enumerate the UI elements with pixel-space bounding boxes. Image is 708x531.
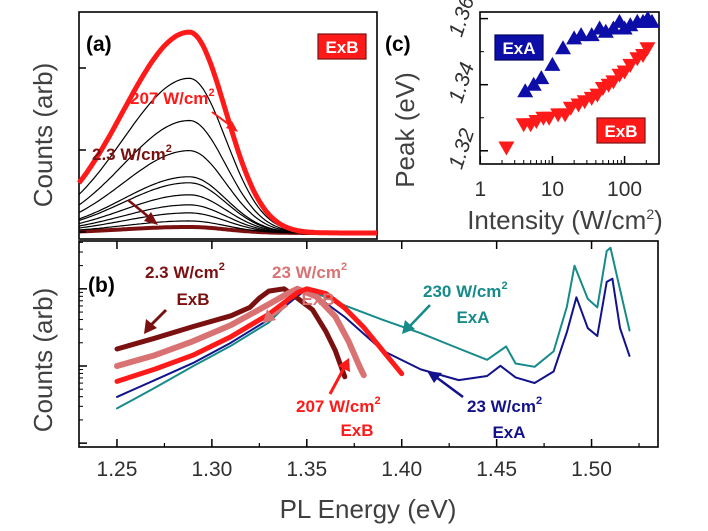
peak-marker-exb	[498, 141, 515, 156]
peak-marker-exa	[644, 13, 660, 28]
label-23-exb: 23 W/cm2	[272, 261, 347, 282]
arrowhead-207-exb	[338, 358, 350, 372]
label-2-3-exb-line2: ExB	[176, 290, 209, 309]
panel-b-xtick-label: 1.50	[571, 458, 612, 481]
peak-marker-exa	[517, 83, 534, 98]
exa-badge-text: ExA	[502, 39, 535, 58]
label-230-exa-line2: ExA	[456, 308, 489, 327]
arrowhead-23-exa	[427, 371, 442, 383]
label-207-exb: 207 W/cm2	[296, 395, 381, 416]
panel-c-xlabel: Intensity (W/cm2)	[467, 205, 663, 235]
panel-c-ylabel: Peak (eV)	[390, 72, 420, 188]
panel-c: 1 10 100 1.32 1.34 1.36 (c) Peak (eV) Intensi…	[385, 0, 663, 235]
panel-b-xtick-label: 1.40	[381, 458, 422, 481]
exb-badge-text: ExB	[325, 38, 358, 57]
arrow-2-3-exb	[149, 308, 168, 327]
panel-b-xtick-labels: 1.25 1.30 1.35 1.40 1.45 1.50	[97, 458, 612, 481]
arrow-207-a	[211, 111, 232, 127]
exb-badge-c-text: ExB	[604, 122, 637, 141]
panel-c-ytick-label: 1.32	[445, 125, 480, 171]
peak-marker-exb	[639, 42, 656, 57]
label-207-exb-line2: ExB	[340, 421, 373, 440]
panel-b-ticks	[79, 241, 640, 447]
arrowhead-23-exb	[263, 309, 276, 323]
panel-b-xtick-label: 1.45	[476, 458, 517, 481]
spectrum-b-line	[114, 286, 405, 384]
peak-marker-exa	[555, 40, 571, 55]
annotation-23-a: 2.3 W/cm2	[92, 143, 172, 164]
peak-marker-exb	[541, 111, 558, 126]
annotation-207-a: 207 W/cm2	[130, 87, 215, 108]
panel-b-xtick-label: 1.35	[286, 458, 327, 481]
spectrum-b-line	[114, 286, 348, 380]
panel-a-frame	[78, 11, 378, 240]
panel-a-ylabel: Counts (arb)	[28, 63, 58, 208]
spectrum-b-line	[116, 246, 631, 410]
spectrum-b-line	[116, 277, 631, 398]
panel-c-label: (c)	[385, 33, 411, 56]
exb-badge-c: ExB	[596, 117, 646, 144]
panel-c-frame	[479, 11, 660, 165]
exb-badge-background	[317, 33, 367, 60]
exa-badge: ExA	[494, 34, 544, 61]
arrow-23-exa	[435, 375, 464, 399]
panel-a: (a) Counts (arb) ExB 207 W/cm2 2.3 W/cm2	[28, 11, 378, 240]
peak-marker-exa	[583, 27, 600, 42]
panel-a-spectra	[77, 29, 377, 236]
panel-b: 1.25 1.30 1.35 1.40 1.45 1.50 (b) Counts (arb…	[28, 240, 659, 524]
panel-c-ytick-label: 1.34	[445, 60, 480, 106]
arrowhead-207-a	[226, 121, 238, 132]
arrow-23-exb	[271, 303, 288, 318]
label-23-exa: 23 W/cm2	[467, 395, 542, 416]
arrowhead-2-3-exb	[144, 319, 157, 334]
peak-marker-exa	[544, 56, 561, 71]
panel-b-spectra	[114, 246, 631, 410]
panel-b-xtick-label: 1.25	[97, 458, 138, 481]
arrow-23-a	[127, 199, 151, 219]
label-2-3-exb: 2.3 W/cm2	[145, 261, 225, 282]
peak-marker-exa	[533, 70, 550, 85]
panel-c-ytick-label: 1.36	[445, 0, 480, 40]
peak-marker-exa	[573, 27, 590, 42]
spectrum-a-line	[77, 29, 377, 236]
panel-b-xtick-label: 1.30	[191, 458, 232, 481]
exb-badge-c-background	[596, 117, 646, 144]
panel-c-xtick-label: 100	[607, 178, 642, 201]
panel-a-badge: ExB	[317, 33, 367, 60]
label-23-exa-line2: ExA	[492, 423, 525, 442]
spectrum-b-line	[114, 285, 367, 379]
panel-a-label: (a)	[86, 33, 112, 56]
label-23-exb-line2: ExB	[301, 290, 334, 309]
panel-b-label: (b)	[88, 274, 115, 297]
panel-c-xtick-label: 1	[474, 178, 486, 201]
exa-badge-background	[494, 34, 544, 61]
panel-a-ticks	[79, 67, 86, 233]
arrowhead-230-exa	[402, 320, 415, 334]
arrowhead-23-a	[144, 212, 158, 225]
label-230-exa: 230 W/cm2	[423, 280, 508, 301]
panel-c-markers	[498, 10, 660, 156]
panel-b-frame	[78, 240, 659, 448]
peak-marker-exb	[622, 58, 639, 73]
panel-b-ylabel: Counts (arb)	[28, 288, 58, 433]
panel-b-xlabel: PL Energy (eV)	[280, 494, 457, 524]
arrow-207-exb	[328, 367, 346, 395]
arrow-230-exa	[409, 304, 431, 327]
panel-c-xtick-label: 10	[541, 178, 564, 201]
